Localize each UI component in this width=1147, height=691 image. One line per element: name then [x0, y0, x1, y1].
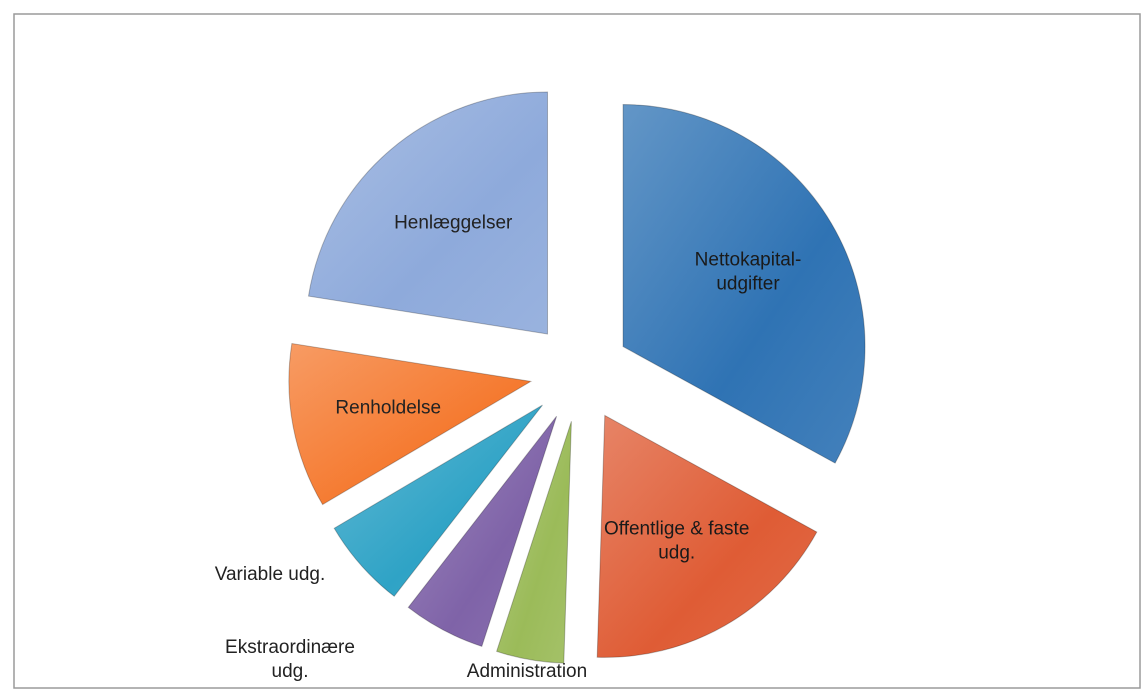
slice-label: Offentlige & faste udg. — [604, 519, 749, 564]
label-line: udgifter — [716, 274, 780, 295]
label-line: udg. — [658, 543, 695, 564]
slice-label: Administration — [467, 661, 587, 682]
label-line: Offentlige & faste — [604, 519, 749, 540]
pie-slice — [622, 104, 866, 464]
label-line: udg. — [272, 661, 309, 682]
slice-label: Henlæggelser — [394, 213, 513, 234]
slice-label: Variable udg. — [215, 564, 326, 585]
label-line: Administration — [467, 661, 587, 682]
slice-label: Nettokapital-udgifter — [695, 250, 802, 295]
pie-slice — [407, 415, 558, 647]
slice-label: Ekstraordinære udg. — [225, 637, 355, 682]
pie-slice — [333, 404, 543, 597]
chart-frame — [13, 13, 1141, 689]
slice-label: Renholdelse — [335, 398, 441, 419]
pie-slice — [288, 342, 533, 506]
label-line: Nettokapital- — [695, 250, 802, 271]
label-line: Ekstraordinære — [225, 637, 355, 658]
label-line: Variable udg. — [215, 564, 326, 585]
pie-slice — [307, 91, 549, 335]
label-line: Renholdelse — [335, 398, 441, 419]
pie-slice — [596, 414, 818, 658]
pie-slice — [495, 421, 572, 664]
label-line: Henlæggelser — [394, 213, 513, 234]
